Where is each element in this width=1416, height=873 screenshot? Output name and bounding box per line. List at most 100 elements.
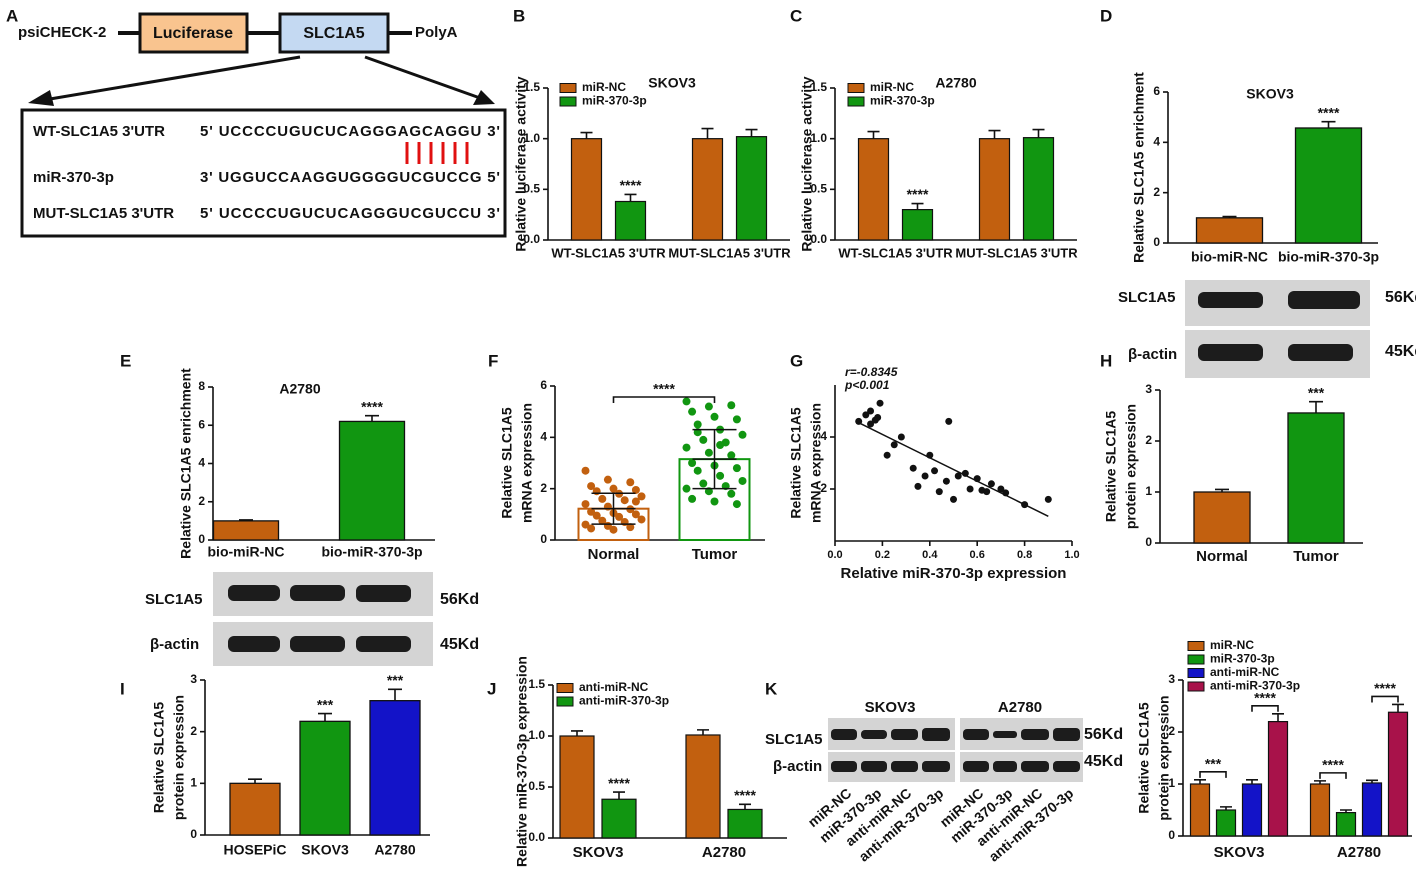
chart-title: SKOV3: [1246, 86, 1294, 102]
y-tick-label: 1.5: [528, 677, 545, 691]
size-label: 56Kd: [1084, 726, 1123, 743]
significance: ***: [1308, 384, 1325, 400]
error-bar: [988, 129, 1001, 139]
significance: ****: [1322, 757, 1344, 773]
point: [626, 523, 635, 532]
point: [581, 520, 590, 529]
panel-label: B: [513, 6, 525, 25]
bar: [601, 798, 637, 839]
point: [699, 479, 708, 488]
arrow: [364, 55, 481, 100]
y-axis-label: Relative luciferase activity: [799, 76, 815, 251]
x-tick-label: bio-miR-370-3p: [321, 544, 422, 560]
y-tick-label: 0.5: [810, 182, 827, 196]
group-label: SKOV3: [865, 699, 916, 716]
point: [716, 441, 725, 450]
y-axis-label: mRNA expression: [808, 403, 824, 523]
error-bar: [739, 803, 751, 810]
point: [688, 407, 697, 416]
legend-label: miR-NC: [1210, 638, 1254, 652]
point: [727, 451, 736, 460]
error-bar: [580, 131, 593, 139]
point: [637, 515, 646, 524]
point: [592, 511, 601, 520]
y-axis-label: mRNA expression: [519, 403, 535, 523]
protein-label: SLC1A5: [145, 591, 203, 608]
y-axis-label: protein expression: [1123, 404, 1139, 529]
panel-label: D: [1100, 6, 1112, 25]
y-tick-label: 4: [1153, 135, 1160, 149]
y-tick-label: 0: [1153, 235, 1160, 249]
western-blot: SKOV3 A2780 SLC1A5 β-actin 56Kd 45Kd: [765, 699, 1123, 782]
y-tick-label: 2: [1168, 724, 1175, 738]
error-bar: [1340, 809, 1352, 813]
x-tick-label: 1.0: [1064, 549, 1079, 561]
point: [997, 485, 1005, 493]
point: [909, 464, 917, 472]
y-axis-label: Relative SLC1A5 enrichment: [1131, 72, 1147, 263]
y-tick-label: 1: [190, 776, 197, 790]
point: [732, 500, 741, 509]
y-tick-label: 4: [198, 456, 205, 470]
point: [581, 500, 590, 509]
y-tick-label: 2: [820, 481, 827, 495]
bar: [1361, 782, 1383, 837]
bracket: [1251, 705, 1279, 712]
point: [867, 407, 875, 415]
x-tick-label: A2780: [1337, 844, 1381, 861]
point: [738, 476, 747, 485]
point: [1044, 495, 1052, 503]
point: [688, 459, 697, 467]
point: [682, 484, 691, 493]
x-tick-label: bio-miR-370-3p: [1278, 249, 1379, 265]
error-bar: [1321, 120, 1336, 128]
legend-label: miR-NC: [582, 80, 626, 94]
legend-label: miR-370-3p: [582, 94, 647, 108]
y-tick-label: 4: [540, 430, 547, 444]
y-axis-label: Relative SLC1A5: [1136, 702, 1152, 813]
y-tick-label: 0: [190, 827, 197, 841]
legend-swatch: [1187, 681, 1205, 692]
legend-label: miR-370-3p: [1210, 652, 1275, 666]
blot-band: [290, 636, 345, 652]
point: [704, 402, 713, 411]
x-tick-label: SKOV3: [301, 842, 349, 858]
bar: [978, 138, 1011, 241]
error-bar: [1392, 703, 1404, 713]
panel-label: C: [790, 6, 802, 25]
panel-label: E: [120, 351, 131, 370]
point: [704, 448, 713, 457]
group-label: A2780: [998, 699, 1042, 716]
point: [931, 467, 939, 475]
legend-swatch: [1187, 654, 1205, 665]
error-bar: [1366, 779, 1378, 783]
bar: [212, 520, 280, 541]
point: [693, 466, 702, 475]
error-bar: [911, 202, 924, 210]
point: [682, 397, 691, 406]
box-label: Luciferase: [153, 25, 233, 42]
x-tick-label: 0.6: [970, 549, 985, 561]
chart-title: SKOV3: [648, 75, 696, 91]
bar: [1022, 137, 1055, 241]
y-tick-label: 1: [1145, 484, 1152, 498]
x-tick-label: 0.4: [922, 549, 938, 561]
y-tick-label: 0: [198, 532, 205, 546]
error-bar: [1314, 780, 1326, 784]
arrow-head: [28, 90, 54, 106]
x-tick-label: Tumor: [692, 546, 738, 563]
bar: [1287, 412, 1345, 544]
base-pairs: [405, 142, 469, 164]
bar: [735, 136, 768, 241]
legend-swatch: [559, 96, 577, 107]
y-tick-label: 0: [540, 532, 547, 546]
significance: ***: [317, 696, 334, 712]
y-tick-label: 3: [1145, 382, 1152, 396]
error-bar: [692, 428, 737, 490]
western-blot: SLC1A5 β-actin 56Kd 45Kd: [145, 572, 479, 666]
legend-label: miR-370-3p: [870, 94, 935, 108]
error-bar: [365, 414, 379, 422]
blot-band: [1288, 344, 1353, 361]
y-axis-label: Relative miR-370-3p expression: [514, 656, 530, 867]
